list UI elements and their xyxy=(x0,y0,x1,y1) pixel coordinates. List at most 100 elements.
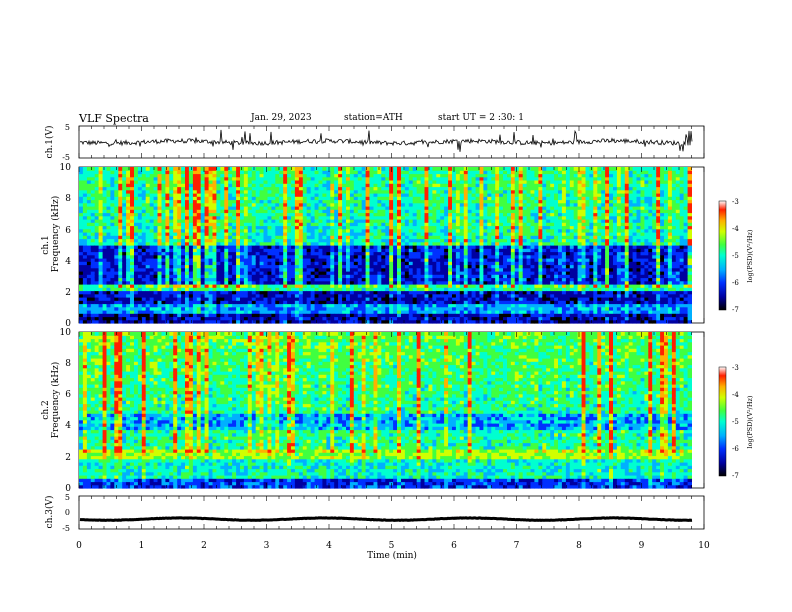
spectrogram-cell xyxy=(381,206,386,210)
spectrogram-cell xyxy=(161,274,166,279)
spectrogram-cell xyxy=(228,251,233,256)
spectrogram-cell xyxy=(314,293,319,298)
spectrogram-cell xyxy=(369,196,374,201)
spectrogram-cell xyxy=(94,180,100,184)
spectrogram-cell xyxy=(401,241,406,246)
spectrogram-cell xyxy=(306,316,312,321)
spectrogram-cell xyxy=(271,261,276,266)
spectrogram-cell xyxy=(404,222,410,227)
spectrogram-cell xyxy=(385,254,390,259)
spectrogram-cell xyxy=(432,284,437,288)
spectrogram-cell xyxy=(165,271,170,275)
spectrogram-cell xyxy=(130,274,135,279)
spectrogram-cell xyxy=(310,293,316,298)
spectrogram-cell xyxy=(208,215,213,220)
spectrogram-cell xyxy=(188,284,194,288)
spectrogram-cell xyxy=(397,319,402,324)
spectrogram-cell xyxy=(338,183,343,188)
spectrogram-cell xyxy=(306,271,312,275)
spectrogram-cell xyxy=(200,254,206,259)
spectrogram-cell xyxy=(110,310,115,314)
spectrogram-cell xyxy=(236,241,241,246)
spectrogram-cell xyxy=(385,306,390,311)
spectrogram-cell xyxy=(188,254,194,259)
spectrogram-cell xyxy=(310,248,316,253)
spectrogram-cell xyxy=(247,290,253,295)
spectrogram-cell xyxy=(145,245,151,249)
spectrogram-cell xyxy=(118,303,123,308)
spectrogram-cell xyxy=(385,235,390,240)
spectrogram-cell xyxy=(118,280,123,285)
spectrogram-cell xyxy=(436,219,441,223)
spectrogram-cell xyxy=(373,186,378,191)
spectrogram-cell xyxy=(263,241,268,246)
spectrogram-cell xyxy=(452,313,457,318)
spectrogram-cell xyxy=(216,219,221,223)
spectrogram-cell xyxy=(310,196,316,201)
spectrogram-cell xyxy=(232,258,237,262)
spectrogram-cell xyxy=(420,248,425,253)
spectrogram-cell xyxy=(306,232,312,236)
spectrogram-cell xyxy=(326,212,331,217)
spectrogram-cell xyxy=(188,290,194,295)
spectrogram-cell xyxy=(255,199,261,204)
spectrogram-cell xyxy=(90,189,96,194)
spectrogram-cell xyxy=(428,219,433,223)
spectrogram-cell xyxy=(149,293,155,298)
spectrogram-cell xyxy=(448,284,453,288)
spectrogram-cell xyxy=(247,173,253,178)
spectrogram-cell xyxy=(338,274,343,279)
spectrogram-cell xyxy=(94,310,100,314)
spectrogram-cell xyxy=(259,319,264,324)
spectrogram-cell xyxy=(122,261,127,266)
spectrogram-cell xyxy=(306,245,312,249)
spectrogram-cell xyxy=(263,235,268,240)
spectrogram-cell xyxy=(181,293,186,298)
spectrogram-cell xyxy=(365,248,370,253)
spectrogram-cell xyxy=(200,199,206,204)
spectrogram-cell xyxy=(240,212,245,217)
spectrogram-cell xyxy=(294,261,300,266)
spectrogram-cell xyxy=(145,290,151,295)
spectrogram-cell xyxy=(338,206,343,210)
spectrogram-cell xyxy=(448,235,453,240)
spectrogram-cell xyxy=(212,293,217,298)
spectrogram-cell xyxy=(408,176,414,181)
spectrogram-cell xyxy=(236,183,241,188)
spectrogram-cell xyxy=(192,202,198,207)
spectrogram-cell xyxy=(263,219,268,223)
spectrogram-cell xyxy=(118,310,123,314)
spectrogram-cell xyxy=(79,310,84,314)
spectrogram-cell xyxy=(149,264,155,269)
spectrogram-cell xyxy=(310,267,316,272)
spectrogram-cell xyxy=(86,258,92,262)
spectrogram-cell xyxy=(173,180,178,184)
spectrogram-cell xyxy=(393,271,398,275)
spectrogram-cell xyxy=(349,206,355,210)
spectrogram-cell xyxy=(240,264,245,269)
spectrogram-cell xyxy=(236,176,241,181)
spectrogram-cell xyxy=(212,183,217,188)
spectrogram-cell xyxy=(361,225,367,230)
spectrogram-cell xyxy=(353,199,359,204)
spectrogram-cell xyxy=(401,196,406,201)
spectrogram-cell xyxy=(346,290,351,295)
spectrogram-cell xyxy=(251,173,257,178)
spectrogram-cell xyxy=(397,180,402,184)
spectrogram-cell xyxy=(448,300,453,305)
spectrogram-cell xyxy=(357,306,363,311)
spectrogram-cell xyxy=(365,199,370,204)
spectrogram-cell xyxy=(118,183,123,188)
spectrogram-cell xyxy=(240,303,245,308)
spectrogram-cell xyxy=(255,290,261,295)
spectrogram-cell xyxy=(98,176,103,181)
spectrogram-cell xyxy=(141,306,147,311)
spectrogram-cell xyxy=(157,251,162,256)
spectrogram-cell xyxy=(267,303,272,308)
spectrogram-cell xyxy=(114,251,119,256)
spectrogram-cell xyxy=(416,300,422,305)
spectrogram-cell xyxy=(90,219,96,223)
spectrogram-cell xyxy=(416,274,422,279)
spectrogram-cell xyxy=(377,267,382,272)
spectrogram-cell xyxy=(86,219,92,223)
